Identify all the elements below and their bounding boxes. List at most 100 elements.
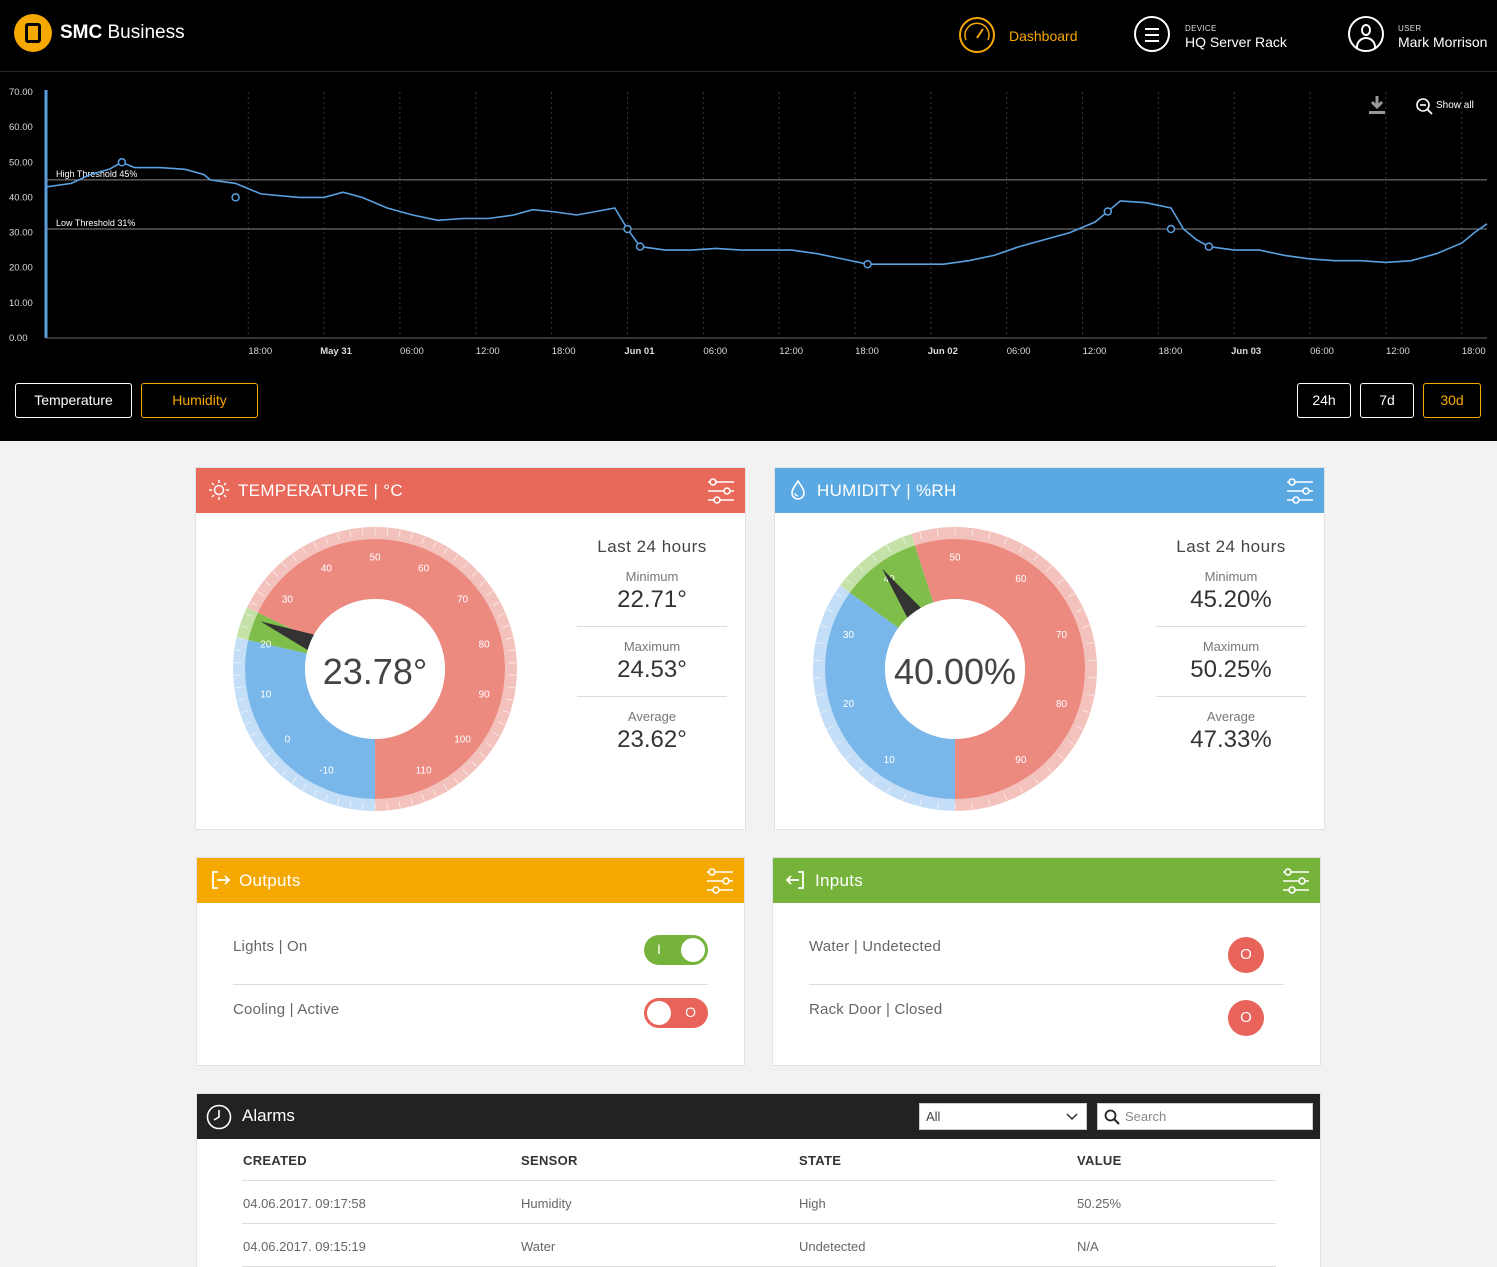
smc-logo-icon[interactable]	[14, 14, 52, 52]
stats-title: Last 24 hours	[1176, 537, 1286, 556]
temperature-gauge-tick	[337, 798, 340, 806]
temperature-gauge-tick	[386, 802, 389, 810]
data-point-marker	[635, 242, 645, 251]
user-name: Mark Morrison	[1398, 34, 1488, 50]
sliders-settings-icon[interactable]	[706, 866, 734, 896]
cooling-toggle[interactable]: O	[644, 998, 708, 1028]
row-state: High	[799, 1196, 826, 1211]
humidity-gauge-tick	[936, 529, 939, 537]
y-tick-label: 20.00	[9, 263, 33, 274]
temperature-gauge-scale-label: 110	[416, 765, 432, 776]
range-7d[interactable]: 7d	[1360, 383, 1414, 418]
temperature-gauge-tick	[337, 532, 340, 540]
temperature-gauge-zone	[245, 640, 375, 799]
humidity-gauge-tick	[846, 578, 853, 584]
water-status-indicator: O	[1228, 937, 1264, 973]
alarms-panel: Alarms All Search CREATED SENSOR STATE V…	[196, 1093, 1321, 1267]
humidity-gauge-zone	[914, 539, 1085, 799]
toggle-state: I	[657, 941, 661, 957]
range-30d[interactable]: 30d	[1423, 383, 1481, 418]
water-drop-icon	[791, 479, 805, 500]
x-tick-label: Jun 03	[1231, 346, 1261, 357]
threshold-label: High Threshold 45%	[56, 169, 137, 179]
humidity-average: 47.33%	[1190, 726, 1272, 753]
humidity-gauge-tick	[835, 593, 843, 598]
temperature-gauge-tick	[492, 601, 500, 606]
minimum-label: Minimum	[1204, 569, 1258, 584]
sliders-settings-icon[interactable]	[1286, 476, 1314, 506]
temperature-gauge-tick	[502, 710, 510, 713]
temperature-gauge-tick	[410, 798, 413, 806]
column-state[interactable]: STATE	[799, 1153, 842, 1168]
device-nav[interactable]: DEVICE HQ Server Rack	[1134, 16, 1304, 56]
humidity-history-chart[interactable]: 18:00 May 31 06:00 12:00 18:00 Jun 01 06:00 12:…	[0, 72, 1497, 372]
data-point-marker	[1166, 224, 1176, 234]
humidity-gauge-tick	[1033, 554, 1039, 561]
temperature-gauge-tick	[349, 530, 352, 538]
y-tick-label: 30.00	[9, 228, 33, 239]
humidity-gauge-tick	[827, 725, 834, 730]
tab-temperature[interactable]: Temperature	[15, 383, 132, 418]
humidity-gauge-tick	[1086, 642, 1094, 645]
temperature-gauge-tick	[486, 742, 493, 748]
column-sensor[interactable]: SENSOR	[521, 1153, 578, 1168]
data-point-marker	[623, 224, 632, 234]
humidity-gauge-tick	[1082, 625, 1090, 628]
x-tick-label: Jun 02	[928, 346, 958, 357]
sliders-settings-icon[interactable]	[1282, 866, 1310, 896]
clock-icon	[206, 1104, 232, 1130]
x-tick-label: 18:00	[552, 346, 576, 357]
temperature-current-value: 23.78°	[322, 651, 428, 692]
download-icon[interactable]	[1367, 95, 1387, 117]
x-tick-label: 06:00	[400, 346, 424, 357]
humidity-gauge-tick	[971, 801, 974, 809]
temperature-minimum: 22.71°	[577, 586, 727, 627]
temperature-gauge-tick	[245, 613, 252, 617]
temperature-gauge-tick	[325, 536, 329, 544]
lights-toggle[interactable]: I	[644, 935, 708, 965]
show-all-button[interactable]: Show all	[1436, 100, 1474, 111]
zoom-out-icon[interactable]	[1415, 97, 1433, 115]
brand-name[interactable]: SMC Business	[60, 22, 185, 43]
tab-humidity[interactable]: Humidity	[141, 383, 258, 418]
dashboard-nav[interactable]: Dashboard	[958, 16, 1088, 56]
column-value[interactable]: VALUE	[1077, 1153, 1122, 1168]
humidity-gauge-tick	[871, 554, 877, 561]
humidity-gauge-scale-label: 20	[843, 699, 855, 710]
x-tick-label: 12:00	[1083, 346, 1107, 357]
temperature-gauge-tick	[505, 698, 513, 701]
humidity-gauge-tick	[1076, 725, 1083, 730]
humidity-gauge-tick	[1067, 740, 1075, 745]
humidity-gauge-tick	[1057, 754, 1064, 760]
temperature-gauge-tick	[471, 571, 478, 577]
humidity-gauge-scale-label: 80	[1056, 699, 1068, 710]
outputs-card-header: Outputs	[197, 858, 744, 903]
maximum-label: Maximum	[1202, 639, 1260, 654]
y-tick-label: 0.00	[9, 333, 28, 344]
row-sensor: Water	[521, 1239, 556, 1254]
humidity-current-value: 40.00%	[893, 651, 1017, 692]
alarm-filter-select[interactable]: All	[919, 1103, 1087, 1130]
temperature-gauge-tick	[264, 580, 271, 586]
input-row-water: Water | Undetected O	[809, 923, 1284, 985]
temperature-gauge-scale-label: 50	[369, 553, 381, 564]
temperature-gauge-center	[305, 599, 445, 739]
temperature-gauge-tick	[313, 789, 318, 797]
x-tick-label: 12:00	[1386, 346, 1410, 357]
temperature-gauge-tick	[264, 752, 271, 758]
toggle-knob	[681, 938, 705, 962]
user-nav[interactable]: USER Mark Morrison	[1348, 16, 1497, 56]
sliders-settings-icon[interactable]	[707, 476, 735, 506]
column-created[interactable]: CREATED	[243, 1153, 307, 1168]
temperature-gauge-tick	[302, 783, 307, 791]
average-label: Average	[627, 709, 677, 724]
humidity-minimum: 45.20%	[1156, 586, 1306, 627]
humidity-gauge-tick	[919, 798, 923, 806]
temperature-gauge-tick	[257, 742, 264, 748]
device-caption: DEVICE	[1185, 24, 1217, 33]
temperature-gauge-tick	[272, 571, 279, 577]
alarm-search-input[interactable]: Search	[1097, 1103, 1313, 1130]
range-24h[interactable]: 24h	[1297, 383, 1351, 418]
humidity-gauge-tick	[816, 693, 824, 696]
